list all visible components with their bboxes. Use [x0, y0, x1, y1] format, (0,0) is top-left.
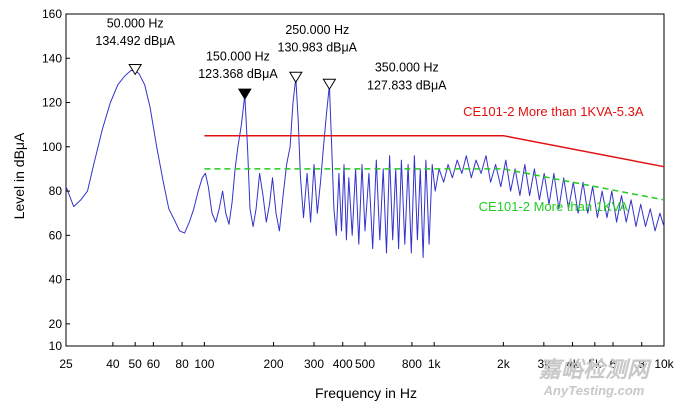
- marker-label-3-0: 350.000 Hz: [375, 61, 439, 75]
- x-tick-label: 300: [304, 357, 324, 371]
- y-tick-label: 60: [49, 228, 63, 242]
- y-tick-label: 120: [42, 96, 62, 110]
- x-tick-label: 60: [147, 357, 161, 371]
- limit-label-0: CE101-2 More than 1KVA-5.3A: [463, 104, 644, 119]
- x-tick-label: 800: [402, 357, 422, 371]
- y-tick-label: 100: [42, 140, 62, 154]
- watermark-cn: 嘉峪检测网: [538, 357, 652, 382]
- x-tick-label: 400: [333, 357, 353, 371]
- y-axis-title: Level in dBμA: [11, 132, 27, 219]
- x-tick-label: 80: [175, 357, 189, 371]
- watermark-en: AnyTesting.com: [543, 383, 645, 398]
- peak-marker-3: [322, 78, 337, 91]
- x-tick-label: 4k: [566, 357, 580, 371]
- x-axis-title: Frequency in Hz: [315, 385, 417, 401]
- marker-label-1-1: 123.368 dBμA: [198, 67, 278, 81]
- marker-label-2-0: 250.000 Hz: [285, 23, 349, 37]
- peak-marker-0: [128, 63, 143, 76]
- x-tick-label: 6: [610, 357, 617, 371]
- x-tick-label: 200: [264, 357, 284, 371]
- x-tick-label: 1k: [428, 357, 442, 371]
- watermark: 嘉峪检测网 AnyTesting.com: [538, 357, 652, 398]
- x-tick-label: 8: [638, 357, 645, 371]
- x-tick-label: 40: [106, 357, 120, 371]
- y-tick-label: 10: [49, 339, 63, 353]
- x-tick-label: 25: [59, 357, 73, 371]
- marker-label-2-1: 130.983 dBμA: [278, 41, 358, 55]
- x-tick-label: 50: [129, 357, 143, 371]
- peak-marker-2: [288, 71, 303, 84]
- x-tick-label: 10k: [654, 357, 674, 371]
- peak-marker-1: [237, 88, 252, 101]
- marker-label-1-0: 150.000 Hz: [206, 49, 270, 63]
- x-tick-label: 100: [194, 357, 214, 371]
- x-tick-label: 2k: [497, 357, 511, 371]
- limit-label-1: CE101-2 More than 1KVA: [479, 199, 629, 214]
- marker-label-0-0: 50.000 Hz: [107, 16, 164, 30]
- y-tick-label: 40: [49, 273, 63, 287]
- series-line-0: [65, 69, 665, 258]
- series-line-1: [204, 134, 665, 168]
- x-tick-label: 500: [355, 357, 375, 371]
- y-tick-label: 20: [49, 317, 63, 331]
- y-tick-label: 160: [42, 7, 62, 21]
- plot-area-frame: [65, 13, 665, 347]
- marker-label-3-1: 127.833 dBμA: [367, 78, 447, 92]
- marker-label-0-1: 134.492 dBμA: [95, 34, 175, 48]
- y-tick-label: 80: [49, 184, 63, 198]
- x-tick-label: 3k: [537, 357, 551, 371]
- x-tick-label: 5k: [588, 357, 602, 371]
- y-tick-label: 140: [42, 51, 62, 65]
